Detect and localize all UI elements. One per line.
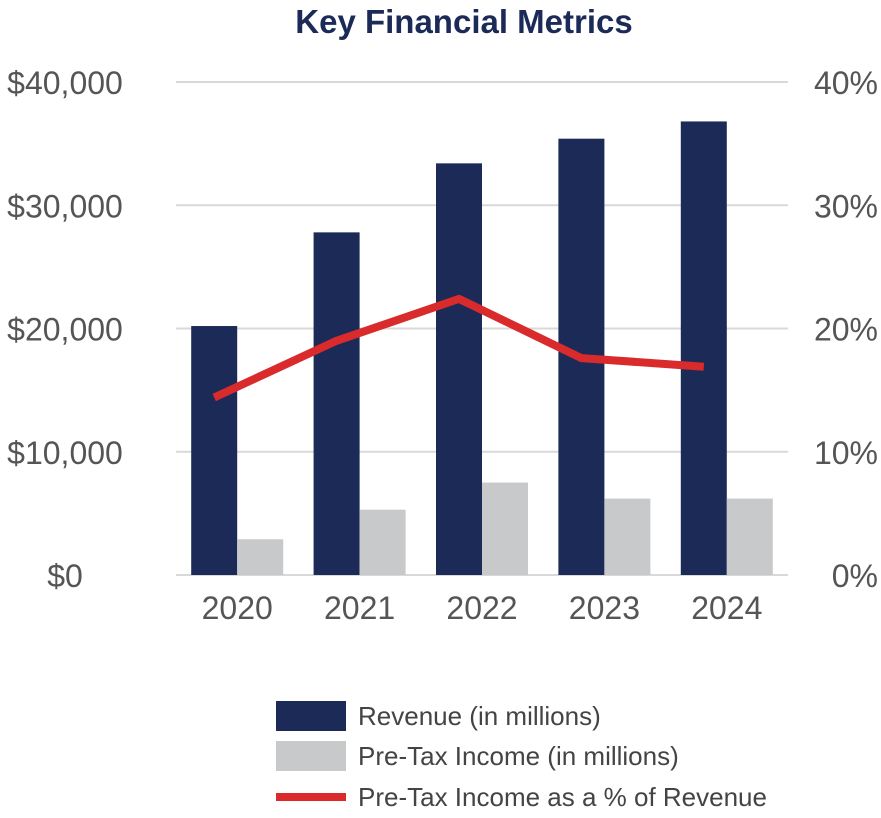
legend-swatch (276, 793, 346, 801)
left-tick-label: $0 (47, 558, 83, 594)
x-tick-label: 2024 (691, 590, 762, 626)
right-axis-ticks: 0% 10% 20% 30% 40% (814, 65, 878, 594)
left-axis-ticks: $0 $10,000 $20,000 $30,000 $40,000 (7, 65, 123, 594)
legend-label: Pre-Tax Income (in millions) (358, 741, 679, 771)
legend-swatch (276, 701, 346, 731)
x-tick-label: 2021 (324, 590, 395, 626)
right-tick-label: 30% (814, 188, 878, 224)
chart-title: Key Financial Metrics (295, 3, 632, 40)
right-tick-label: 20% (814, 312, 878, 348)
revenue-bar (436, 163, 482, 575)
left-tick-label: $20,000 (7, 312, 123, 348)
right-tick-label: 10% (814, 435, 878, 471)
pretax-income-bar (359, 509, 406, 575)
bars (191, 121, 773, 576)
pretax-margin-line (212, 294, 705, 402)
margin-line-layer (212, 294, 705, 402)
legend-label: Revenue (in millions) (358, 701, 601, 731)
revenue-bar (313, 232, 360, 576)
legend-swatch (276, 741, 346, 771)
pretax-income-bar (604, 498, 651, 575)
left-tick-label: $40,000 (7, 65, 123, 101)
pretax-income-bar (482, 482, 528, 575)
right-tick-label: 40% (814, 65, 878, 101)
left-tick-label: $10,000 (7, 435, 123, 471)
pretax-income-bar (237, 539, 284, 575)
revenue-bar (680, 121, 727, 575)
left-tick-label: $30,000 (7, 188, 123, 224)
legend: Revenue (in millions) Pre-Tax Income (in … (276, 701, 767, 812)
right-tick-label: 0% (832, 558, 878, 594)
legend-label: Pre-Tax Income as a % of Revenue (358, 782, 767, 812)
revenue-bar (191, 326, 238, 575)
x-tick-label: 2022 (446, 590, 517, 626)
x-axis-ticks: 2020 2021 2022 2023 2024 (202, 590, 763, 626)
x-tick-label: 2023 (569, 590, 640, 626)
pretax-income-bar (726, 498, 773, 575)
x-tick-label: 2020 (202, 590, 273, 626)
